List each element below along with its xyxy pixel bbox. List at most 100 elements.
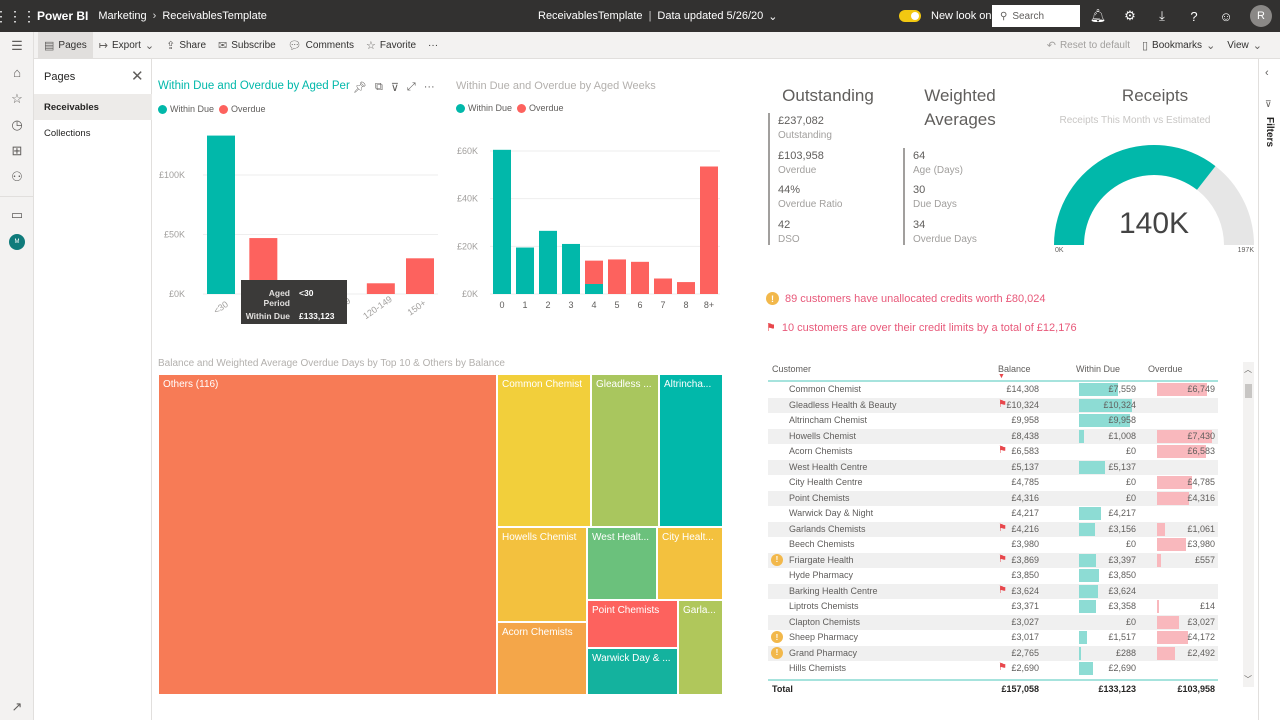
alert-unallocated-credits[interactable]: ! 89 customers have unallocated credits … <box>766 292 1046 305</box>
expand-arrow-icon[interactable]: ↗ <box>11 699 23 714</box>
filter-funnel-icon: ⊽ <box>1265 99 1272 109</box>
treemap-tile[interactable]: Gleadless ... <box>591 374 659 527</box>
table-row[interactable]: Common Chemist £14,308 £7,559 £6,749 <box>768 382 1218 398</box>
scrollbar-thumb[interactable] <box>1245 384 1252 398</box>
more-options-icon[interactable]: ··· <box>423 81 435 93</box>
pages-button[interactable]: ▤ Pages <box>38 31 93 59</box>
kpi-overdue-ratio-value: 44% <box>778 184 801 196</box>
treemap-tile[interactable]: Common Chemist <box>497 374 591 527</box>
table-row[interactable]: Altrincham Chemist £9,958 £9,958 <box>768 413 1218 429</box>
notifications-bell-icon[interactable]: 🔔︎ <box>1089 8 1107 23</box>
collapse-chevron-icon[interactable]: ‹ <box>1265 67 1269 79</box>
app-name[interactable]: Power BI <box>37 9 89 23</box>
filters-pane[interactable]: ‹ ⊽ Filters <box>1258 59 1280 720</box>
export-button[interactable]: ↦ Export ⌄ <box>93 32 160 59</box>
legend-overdue[interactable]: Overdue <box>231 104 266 114</box>
copy-icon[interactable]: ⧉ <box>374 81 383 93</box>
workspaces-icon[interactable]: ▭ <box>10 207 24 222</box>
app-launcher-icon[interactable]: ⋮⋮⋮ <box>0 7 36 24</box>
table-row[interactable]: Hyde Pharmacy £3,850 £3,850 <box>768 568 1218 584</box>
alert-credit-limits[interactable]: ⚑ 10 customers are over their credit lim… <box>766 321 1077 335</box>
column-header-within-due[interactable]: Within Due <box>1076 364 1121 374</box>
search-input[interactable]: ⚲ Search <box>992 5 1080 27</box>
scroll-down-icon[interactable]: ﹀ <box>1244 675 1252 684</box>
hamburger-menu-icon[interactable]: ☰ <box>11 38 23 53</box>
cell-customer: City Health Centre <box>789 477 863 487</box>
pin-icon[interactable]: 📌︎ <box>353 82 367 94</box>
more-options-button[interactable]: ··· <box>428 39 439 51</box>
view-button[interactable]: View ⌄ <box>1221 32 1268 59</box>
table-row[interactable]: Acorn Chemists ⚑ £6,583 £0 £6,583 <box>768 444 1218 460</box>
close-icon[interactable]: ✕ <box>131 68 144 85</box>
workspace-avatar[interactable]: M <box>9 234 25 250</box>
table-row[interactable]: Point Chemists £4,316 £0 £4,316 <box>768 490 1218 506</box>
reset-to-default-button[interactable]: ↶ Reset to default <box>1041 32 1136 59</box>
favorites-star-icon[interactable]: ☆ <box>11 91 23 106</box>
table-scrollbar[interactable]: ︿ ﹀ <box>1243 362 1254 687</box>
cell-within-due: £3,397 <box>1108 554 1136 565</box>
y-tick-label: £60K <box>457 146 478 156</box>
scroll-up-icon[interactable]: ︿ <box>1244 365 1252 374</box>
treemap-tile[interactable]: Acorn Chemists <box>497 622 587 695</box>
table-row[interactable]: Warwick Day & Night £4,217 £4,217 <box>768 506 1218 522</box>
recent-clock-icon[interactable]: ◷ <box>11 117 23 132</box>
column-header-overdue[interactable]: Overdue <box>1148 364 1183 374</box>
report-title-area[interactable]: ReceivablesTemplate | Data updated 5/26/… <box>538 0 777 32</box>
table-row[interactable]: ! Sheep Pharmacy £3,017 £1,517 £4,172 <box>768 630 1218 646</box>
treemap-tile[interactable]: Warwick Day & ... <box>587 648 678 695</box>
table-row[interactable]: Barking Health Centre ⚑ £3,624 £3,624 <box>768 583 1218 599</box>
download-icon[interactable]: ⤓ <box>1159 8 1165 23</box>
filter-icon[interactable]: ⊽ <box>390 82 399 94</box>
treemap-tile[interactable]: Garla... <box>678 600 723 695</box>
table-row[interactable]: Gleadless Health & Beauty ⚑ £10,324 £10,324 <box>768 397 1218 413</box>
treemap-tile[interactable]: Others (116) <box>158 374 497 695</box>
bookmarks-button[interactable]: ▯ Bookmarks ⌄ <box>1136 32 1221 59</box>
table-row[interactable]: Garlands Chemists ⚑ £4,216 £3,156 £1,061 <box>768 521 1218 537</box>
treemap-tile[interactable]: City Healt... <box>657 527 723 600</box>
new-look-toggle[interactable] <box>899 10 921 22</box>
page-tab-receivables[interactable]: Receivables <box>34 94 152 120</box>
treemap-tile[interactable]: Point Chemists <box>587 600 678 648</box>
treemap-tile[interactable]: West Healt... <box>587 527 657 600</box>
share-button[interactable]: ⇪ Share <box>160 32 212 59</box>
cell-balance: £3,371 <box>1011 601 1039 611</box>
table-row[interactable]: City Health Centre £4,785 £0 £4,785 <box>768 475 1218 491</box>
home-icon[interactable]: ⌂ <box>13 65 21 80</box>
column-header-customer[interactable]: Customer <box>772 364 812 374</box>
breadcrumb-workspace[interactable]: Marketing <box>98 10 147 22</box>
treemap-tile[interactable]: Howells Chemist <box>497 527 587 622</box>
legend-within-due[interactable]: Within Due <box>170 104 215 114</box>
settings-gear-icon[interactable]: ⚙ <box>1124 8 1136 23</box>
legend-within-due[interactable]: Within Due <box>468 103 513 113</box>
treemap-title: Balance and Weighted Average Overdue Day… <box>158 358 505 369</box>
table-row[interactable]: West Health Centre £5,137 £5,137 <box>768 459 1218 475</box>
comments-button[interactable]: 💬︎ Comments <box>282 32 360 59</box>
legend-dot-overdue <box>219 104 229 114</box>
table-row[interactable]: ! Grand Pharmacy £2,765 £288 £2,492 <box>768 645 1218 661</box>
treemap-tile-label: Common Chemist <box>502 379 583 390</box>
feedback-smiley-icon[interactable]: ☺ <box>1219 8 1233 24</box>
gauge-value: 140K <box>1119 207 1189 240</box>
user-avatar[interactable]: R <box>1250 5 1272 27</box>
breadcrumb-report[interactable]: ReceivablesTemplate <box>162 10 267 22</box>
legend-overdue[interactable]: Overdue <box>529 103 564 113</box>
apps-icon[interactable]: ⊞ <box>11 143 23 158</box>
column-header-balance[interactable]: Balance <box>998 364 1031 374</box>
flag-icon: ⚑ <box>998 398 1007 410</box>
subscribe-button[interactable]: ✉ Subscribe <box>212 32 282 59</box>
cell-within-due: £2,690 <box>1108 663 1136 673</box>
table-row[interactable]: Beech Chemists £3,980 £0 £3,980 <box>768 537 1218 553</box>
shared-with-me-icon[interactable]: ⚇ <box>11 169 23 184</box>
page-tab-collections[interactable]: Collections <box>44 127 91 139</box>
favorite-button[interactable]: ☆ Favorite <box>360 32 422 59</box>
table-row[interactable]: Hills Chemists ⚑ £2,690 £2,690 <box>768 661 1218 677</box>
bar-overdue <box>406 258 434 294</box>
table-row[interactable]: ! Friargate Health ⚑ £3,869 £3,397 £557 <box>768 552 1218 568</box>
focus-mode-icon[interactable]: ⤢ <box>406 81 416 93</box>
treemap-tile[interactable]: Altrincha... <box>659 374 723 527</box>
table-row[interactable]: Howells Chemist £8,438 £1,008 £7,430 <box>768 428 1218 444</box>
table-row[interactable]: Liptrots Chemists £3,371 £3,358 £14 <box>768 599 1218 615</box>
table-row[interactable]: Clapton Chemists £3,027 £0 £3,027 <box>768 614 1218 630</box>
cell-customer: Howells Chemist <box>789 430 857 441</box>
help-icon[interactable]: ? <box>1190 8 1198 24</box>
